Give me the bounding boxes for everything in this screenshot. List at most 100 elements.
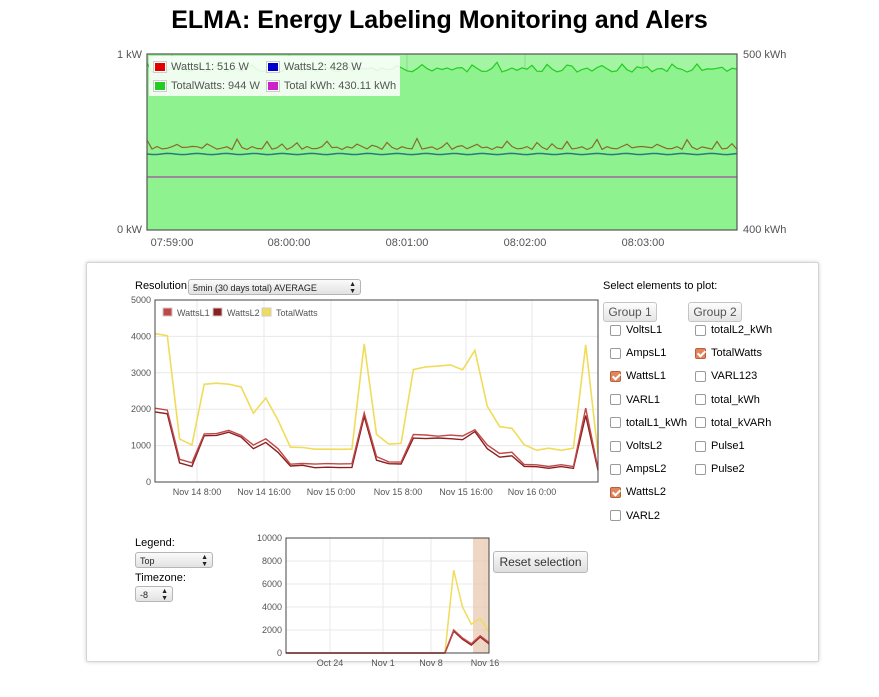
legend-swatch	[153, 60, 167, 73]
element-checkbox-totall1-kwh[interactable]: totalL1_kWh	[610, 417, 687, 429]
legend-item: TotalWatts: 944 W	[153, 77, 260, 94]
checkbox-label: VARL2	[626, 509, 661, 522]
element-checkbox-total-kvarh[interactable]: total_kVARh	[695, 417, 771, 429]
checkbox[interactable]	[610, 394, 621, 406]
checkbox-label: totalL1_kWh	[626, 416, 688, 429]
y-tick-label: 0	[277, 648, 282, 658]
checkbox[interactable]	[610, 417, 621, 429]
legend-swatch	[162, 307, 173, 317]
legend-select-value: Top	[140, 556, 155, 566]
element-checkbox-wattsl2[interactable]: WattsL2	[610, 486, 666, 498]
checkbox-label: TotalWatts	[711, 347, 762, 360]
legend-item: WattsL2: 428 W	[265, 58, 396, 75]
y-tick-label: 4000	[131, 331, 151, 341]
x-tick-label: Nov 15 0:00	[307, 487, 356, 497]
legend-label: WattsL2	[227, 308, 260, 318]
checkbox[interactable]	[695, 440, 706, 452]
legend-select[interactable]: Top ▲ ▼	[135, 552, 213, 568]
select-arrows-icon: ▲ ▼	[161, 588, 168, 602]
checkbox-label: VoltsL2	[626, 440, 663, 452]
element-checkbox-ampsl2[interactable]: AmpsL2	[610, 463, 666, 475]
y-right-bottom-label: 400 kWh	[743, 224, 786, 236]
checkbox[interactable]	[610, 347, 621, 359]
element-checkbox-wattsl1[interactable]: WattsL1	[610, 370, 666, 382]
reset-selection-button[interactable]: Reset selection	[493, 551, 588, 573]
series-line-totalwatts	[154, 332, 599, 454]
x-tick-label: Nov 14 16:00	[237, 487, 291, 497]
element-checkbox-total-kwh[interactable]: total_kWh	[695, 394, 760, 406]
checkbox[interactable]	[695, 463, 706, 475]
checkbox-label: totalL2_kWh	[711, 324, 773, 336]
checkbox[interactable]	[610, 463, 621, 475]
checkbox[interactable]	[610, 370, 621, 382]
checkbox-label: Pulse2	[711, 463, 745, 476]
y-tick-label: 3000	[131, 368, 151, 378]
checkbox[interactable]	[695, 394, 706, 406]
watts-l1-line	[146, 137, 738, 151]
x-tick-label: 08:03:00	[622, 237, 665, 249]
x-tick-label: Nov 15 16:00	[439, 487, 493, 497]
y-tick-label: 10000	[257, 533, 282, 543]
checkbox-label: VoltsL1	[626, 324, 663, 336]
y-tick-label: 0	[146, 477, 151, 487]
legend-swatch	[153, 79, 167, 92]
checkbox[interactable]	[610, 510, 621, 522]
plot-border	[146, 53, 738, 231]
element-checkbox-ampsl1[interactable]: AmpsL1	[610, 347, 666, 359]
checkbox[interactable]	[610, 486, 621, 498]
checkbox-label: AmpsL1	[626, 347, 667, 360]
checkbox[interactable]	[695, 324, 706, 336]
element-checkbox-varl123[interactable]: VARL123	[695, 370, 757, 382]
y-tick-label: 2000	[262, 625, 282, 635]
legend-label: WattsL1: 516 W	[171, 60, 249, 73]
group-2-button[interactable]: Group 2	[688, 302, 742, 322]
watts-l2-line	[146, 152, 738, 156]
element-checkbox-totall2-kwh[interactable]: totalL2_kWh	[695, 324, 772, 336]
x-tick-label: Nov 1	[371, 658, 395, 668]
y-left-bottom-label: 0 kW	[117, 224, 143, 236]
legend-label: TotalWatts: 944 W	[171, 79, 260, 92]
checkbox-label: total_kVARh	[711, 416, 772, 429]
y-left-top-label: 1 kW	[117, 49, 143, 61]
history-plot-bg	[155, 300, 598, 482]
x-tick-label: 08:02:00	[504, 237, 547, 249]
checkbox-label: VARL1	[626, 393, 661, 406]
y-tick-label: 5000	[131, 295, 151, 305]
group-1-button[interactable]: Group 1	[603, 302, 657, 322]
checkbox-label: AmpsL2	[626, 463, 667, 476]
element-checkbox-totalwatts[interactable]: TotalWatts	[695, 347, 762, 359]
element-checkbox-pulse2[interactable]: Pulse2	[695, 463, 745, 475]
total-watts-area	[147, 62, 737, 230]
y-right-top-label: 500 kWh	[743, 49, 786, 61]
legend-swatch	[265, 60, 280, 73]
checkbox-label: Pulse1	[711, 440, 745, 452]
legend-swatch	[265, 79, 280, 92]
legend-label: TotalWatts	[276, 308, 318, 318]
timezone-label: Timezone:	[135, 572, 186, 584]
overview-plot-bg	[286, 538, 489, 653]
element-checkbox-varl1[interactable]: VARL1	[610, 394, 660, 406]
select-elements-label: Select elements to plot:	[603, 280, 718, 292]
resolution-select[interactable]: 5min (30 days total) AVERAGE ▲ ▼	[188, 279, 361, 295]
select-arrows-icon: ▲ ▼	[349, 281, 356, 295]
element-checkbox-pulse1[interactable]: Pulse1	[695, 440, 745, 452]
y-tick-label: 4000	[262, 602, 282, 612]
checkbox[interactable]	[695, 370, 706, 382]
x-tick-label: Nov 15 8:00	[374, 487, 423, 497]
y-tick-label: 8000	[262, 556, 282, 566]
timezone-select[interactable]: -8 ▲ ▼	[135, 586, 173, 602]
legend-label: WattsL2: 428 W	[283, 60, 362, 73]
y-tick-label: 1000	[131, 441, 151, 451]
checkbox[interactable]	[695, 417, 706, 429]
element-checkbox-voltsl2[interactable]: VoltsL2	[610, 440, 662, 452]
element-checkbox-voltsl1[interactable]: VoltsL1	[610, 324, 662, 336]
legend-label: Total kWh: 430.11 kWh	[283, 79, 397, 92]
checkbox[interactable]	[610, 324, 621, 336]
legend-swatch	[212, 307, 223, 317]
resolution-select-value: 5min (30 days total) AVERAGE	[193, 283, 317, 293]
element-checkbox-varl2[interactable]: VARL2	[610, 510, 660, 522]
checkbox[interactable]	[610, 440, 621, 452]
y-tick-label: 2000	[131, 404, 151, 414]
checkbox[interactable]	[695, 347, 706, 359]
